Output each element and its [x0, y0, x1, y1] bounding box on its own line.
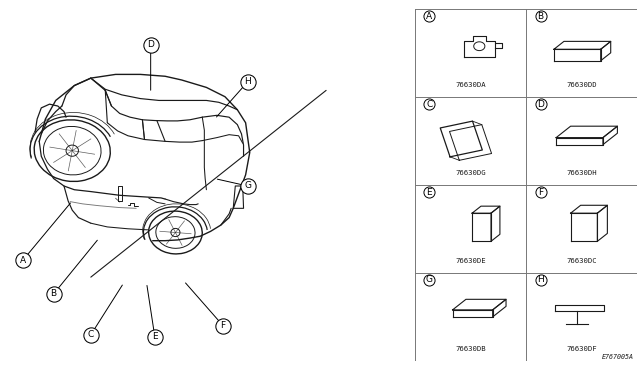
Text: F: F [538, 187, 543, 196]
Text: 76630DG: 76630DG [455, 170, 486, 176]
Text: E: E [426, 187, 432, 196]
Text: A: A [426, 12, 432, 21]
Text: C: C [426, 100, 433, 109]
Text: G: G [244, 182, 251, 190]
Text: H: H [244, 77, 251, 86]
Text: E767005A: E767005A [602, 354, 634, 360]
Text: 76630DH: 76630DH [566, 170, 597, 176]
Text: B: B [538, 12, 543, 21]
Text: 76630DD: 76630DD [566, 82, 597, 89]
Text: G: G [426, 276, 433, 285]
Text: A: A [20, 256, 26, 265]
Text: H: H [537, 276, 544, 285]
Text: 76630DF: 76630DF [566, 346, 597, 352]
Text: D: D [147, 40, 154, 49]
Text: 76630DB: 76630DB [455, 346, 486, 352]
Text: F: F [220, 321, 225, 330]
Text: 76630DC: 76630DC [566, 258, 597, 264]
Text: 76630DA: 76630DA [455, 82, 486, 89]
Text: D: D [537, 100, 544, 109]
Text: 76630DE: 76630DE [455, 258, 486, 264]
Text: E: E [152, 332, 157, 341]
Text: C: C [88, 330, 94, 339]
Text: B: B [51, 289, 57, 298]
